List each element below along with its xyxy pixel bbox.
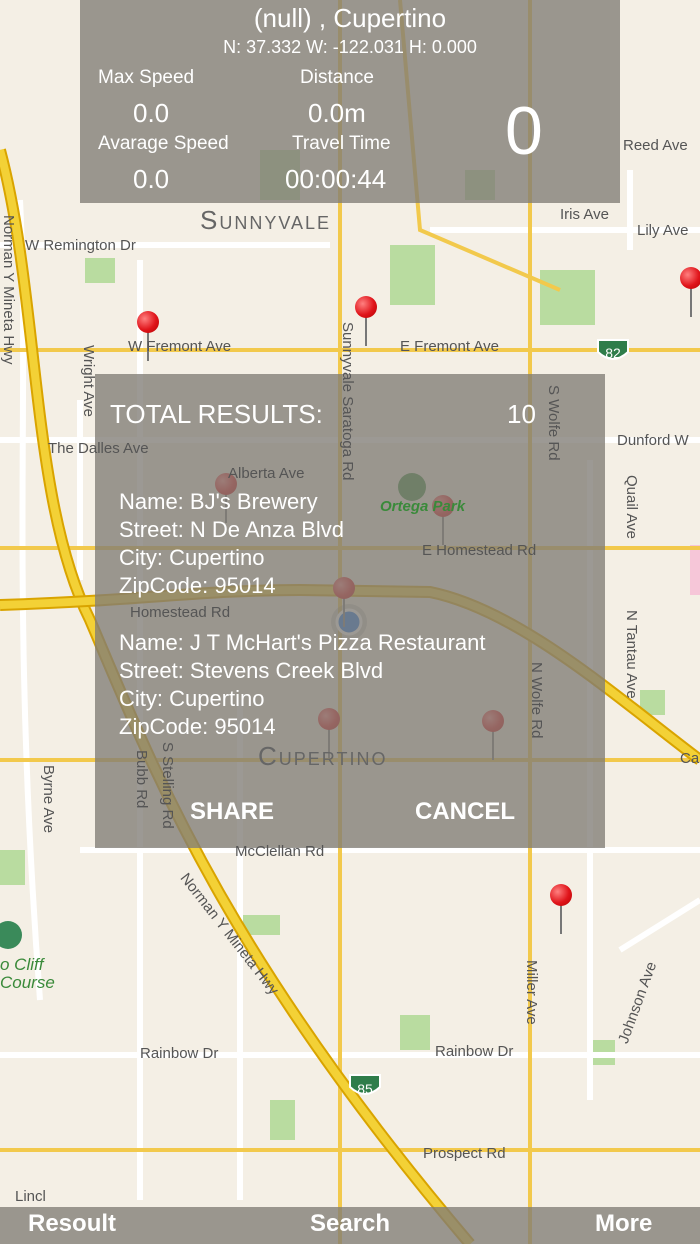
cancel-button[interactable]: CANCEL [415, 798, 515, 825]
distance-label: Distance [300, 67, 374, 88]
map-label: Reed Ave [623, 137, 688, 154]
trip-info-panel: (null) , Cupertino N: 37.332 W: -122.031… [80, 0, 620, 203]
map-label: Iris Ave [560, 206, 609, 223]
map-pin[interactable] [137, 311, 161, 361]
map-label: Norman Y Mineta Hwy [0, 215, 17, 365]
map-label: Prospect Rd [423, 1145, 506, 1162]
shield-82: 82 [605, 345, 621, 361]
distance-value: 0.0m [308, 98, 366, 128]
result-name: Name: BJ's Brewery [119, 489, 318, 514]
map-label: Byrne Ave [40, 765, 57, 834]
result-city: City: Cupertino [119, 686, 265, 711]
map-label: Homestead Rd [130, 604, 231, 621]
total-results-count: 10 [507, 399, 536, 429]
shield-85: 85 [357, 1081, 373, 1097]
map-label: N Wolfe Rd [528, 662, 545, 739]
result-city: City: Cupertino [119, 545, 265, 570]
map-label: Ca [680, 750, 700, 767]
map-label: McClellan Rd [235, 843, 325, 860]
map-label: N Tantau Ave [623, 610, 640, 699]
map-label: S Wolfe Rd [545, 385, 562, 461]
route-shield-icons [0, 339, 629, 1095]
max-speed-label: Max Speed [98, 67, 195, 88]
map-label: Alberta Ave [228, 465, 305, 482]
result-name: Name: J T McHart's Pizza Restaurant [119, 630, 486, 655]
avg-speed-value: 0.0 [133, 164, 170, 194]
map-label: Lincl [15, 1188, 46, 1205]
map-label: W Remington Dr [25, 237, 136, 254]
map-label: S Stelling Rd [159, 742, 176, 829]
map-label: W Fremont Ave [128, 338, 232, 355]
results-panel: TOTAL RESULTS: 10 Name: BJ's Brewery Str… [95, 374, 605, 848]
share-button[interactable]: SHARE [190, 798, 275, 825]
result-street: Street: Stevens Creek Blvd [119, 658, 384, 683]
map-label: Rainbow Dr [435, 1043, 514, 1060]
map-label: The Dalles Ave [48, 440, 149, 457]
total-results-label: TOTAL RESULTS: [110, 399, 323, 429]
map-label: Rainbow Dr [140, 1045, 219, 1062]
result-zip: ZipCode: 95014 [119, 714, 276, 739]
map-label: Dunford W [617, 432, 689, 449]
map-label: Sunnyvale Saratoga Rd [339, 322, 356, 481]
result-zip: ZipCode: 95014 [119, 573, 276, 598]
map-label: Ortega Park [380, 498, 466, 515]
location-title: (null) , Cupertino [253, 3, 447, 33]
current-speed: 0 [505, 93, 543, 169]
map-pin[interactable] [355, 296, 379, 346]
search-button[interactable]: Search [310, 1210, 391, 1237]
map-label: E Homestead Rd [422, 542, 537, 559]
coordinates: N: 37.332 W: -122.031 H: 0.000 [223, 37, 477, 57]
map-label: Lily Ave [637, 222, 689, 239]
map-label: Quail Ave [623, 475, 640, 539]
more-button[interactable]: More [595, 1210, 653, 1237]
max-speed-value: 0.0 [133, 98, 170, 128]
map-label: E Fremont Ave [400, 338, 499, 355]
travel-time-value: 00:00:44 [285, 164, 387, 194]
map-label: Course [0, 973, 55, 992]
map-label: Bubb Rd [133, 750, 150, 809]
map-label: Wright Ave [80, 345, 97, 417]
result-street: Street: N De Anza Blvd [119, 517, 344, 542]
resoult-button[interactable]: Resoult [28, 1210, 117, 1237]
travel-time-label: Travel Time [292, 133, 391, 154]
city-label: Cupertino [258, 741, 388, 771]
map-pin[interactable] [680, 267, 700, 317]
avg-speed-label: Avarage Speed [98, 133, 229, 154]
map-label: o Cliff [0, 955, 44, 974]
map-label: Miller Ave [523, 960, 540, 1025]
bottom-toolbar: Resoult Search More [0, 1207, 700, 1244]
map-pin[interactable] [550, 884, 574, 934]
city-label: Sunnyvale [200, 205, 332, 235]
